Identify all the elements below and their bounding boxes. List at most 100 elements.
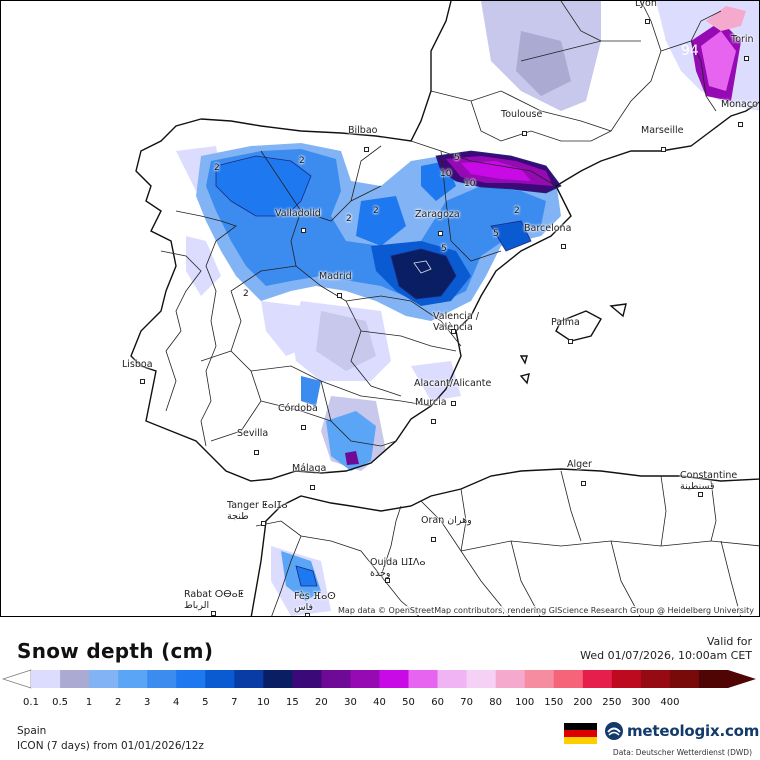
scale-tick-label: 300: [631, 697, 651, 708]
scale-swatch: [669, 670, 700, 688]
city-label: Sevilla: [237, 428, 269, 439]
brand-name: meteologix.com: [627, 722, 760, 740]
city-label: Fès ⴼⴰⵙ فاس: [294, 591, 336, 613]
contour-label: 10: [464, 179, 476, 189]
scale-swatch: [350, 670, 380, 688]
scale-tick-label: 4: [173, 697, 180, 708]
scale-swatch: [89, 670, 119, 688]
scale-tick-label: 150: [544, 697, 564, 708]
city-marker: [451, 401, 456, 406]
city-marker: [254, 450, 259, 455]
scale-tick-label: 7: [231, 697, 238, 708]
city-marker: [431, 537, 436, 542]
region-label: Spain: [17, 725, 47, 737]
city-marker: [581, 481, 586, 486]
meteologix-logo[interactable]: meteologix.com: [604, 721, 759, 741]
city-marker: [301, 228, 306, 233]
city-marker: [385, 578, 390, 583]
scale-swatch: [698, 670, 729, 688]
snow-shading: [176, 1, 759, 616]
scale-swatch: [60, 670, 90, 688]
contour-label: 10: [440, 169, 452, 179]
city-label: Alger: [567, 459, 592, 470]
contour-label: 2: [346, 214, 352, 224]
scale-swatch: [321, 670, 351, 688]
scale-swatch: [205, 670, 235, 688]
scale-tick-label: 40: [373, 697, 386, 708]
scale-tick-label: 250: [602, 697, 622, 708]
city-label: Valladolid: [275, 208, 321, 219]
city-marker: [522, 131, 527, 136]
scale-swatch: [582, 670, 613, 688]
city-label: Torin: [731, 34, 754, 45]
color-scale-bar: [1, 669, 756, 689]
city-label: Tanger ⵟⴰⵏⵊⴰ طنجة: [227, 500, 288, 522]
map-layer: [130, 1, 759, 616]
scale-tick-label: 5: [202, 697, 209, 708]
coastlines: [130, 1, 759, 616]
scale-tick-label: 400: [660, 697, 680, 708]
city-label: Constantine قسنطينة: [680, 470, 738, 492]
city-label: Barcelona: [524, 223, 572, 234]
contour-label: 2: [373, 206, 379, 216]
city-marker: [698, 492, 703, 497]
contour-label: 2: [514, 206, 520, 216]
city-label: Oran وهران: [421, 515, 472, 526]
contour-label: 5: [454, 153, 460, 163]
city-marker: [140, 379, 145, 384]
scale-tick-label: 0.1: [23, 697, 39, 708]
scale-swatch: [553, 670, 584, 688]
map-attribution[interactable]: Map data © OpenStreetMap contributors, r…: [335, 606, 757, 615]
city-label: Madrid: [319, 271, 352, 282]
scale-tick-label: 1: [85, 697, 93, 708]
city-marker: [738, 122, 743, 127]
city-marker: [438, 231, 443, 236]
city-label: Alacant/Alicante: [414, 378, 492, 389]
city-label: Toulouse: [501, 109, 543, 120]
city-marker: [310, 485, 315, 490]
city-marker: [561, 244, 566, 249]
city-label: Monaco: [721, 99, 758, 110]
city-marker: [261, 521, 266, 526]
valid-for-label: Valid for: [706, 635, 752, 648]
scale-swatch: [611, 670, 642, 688]
city-label: Palma: [551, 317, 580, 328]
scale-tick-label: 2: [114, 697, 122, 708]
model-run-label: ICON (7 days) from 01/01/2026/12z: [17, 740, 204, 752]
contour-label: 5: [441, 244, 447, 254]
contour-label: 2: [299, 156, 305, 166]
scale-swatch: [31, 670, 61, 688]
scale-swatch: [263, 670, 293, 688]
city-marker: [645, 19, 650, 24]
city-marker: [364, 147, 369, 152]
scale-tick-label: 60: [431, 697, 444, 708]
city-marker: [568, 339, 573, 344]
scale-swatch: [640, 670, 671, 688]
city-marker: [301, 425, 306, 430]
city-label: Málaga: [292, 463, 327, 474]
scale-swatch: [495, 670, 526, 688]
scale-tick-label: 20: [315, 697, 328, 708]
scale-tick-label: 30: [344, 697, 357, 708]
scale-swatch: [466, 670, 496, 688]
contour-label: 2: [243, 289, 249, 299]
data-source: Data: Deutscher Wetterdienst (DWD): [612, 748, 752, 757]
scale-swatch: [437, 670, 467, 688]
snow-depth-map[interactable]: Lyon Torin Toulouse Monaco Marseille Bilbao Va…: [0, 0, 760, 617]
city-marker: [211, 611, 216, 616]
scale-tick-label: 70: [460, 697, 473, 708]
city-marker: [431, 419, 436, 424]
scale-swatch: [524, 670, 555, 688]
city-label: Marseille: [641, 125, 684, 136]
city-marker: [451, 329, 456, 334]
scale-swatch: [118, 670, 148, 688]
legend-title: Snow depth (cm): [17, 639, 214, 663]
city-label: Bilbao: [348, 125, 378, 136]
city-label: Valencia / València: [433, 311, 479, 333]
scale-tick-label: 15: [286, 697, 299, 708]
city-label: Oujda ⵡⵊⴷⴰ وجدة: [370, 557, 426, 579]
city-marker: [661, 147, 666, 152]
scale-tick-label: 50: [402, 697, 415, 708]
scale-high-arrow: [728, 670, 756, 688]
scale-swatch: [408, 670, 438, 688]
